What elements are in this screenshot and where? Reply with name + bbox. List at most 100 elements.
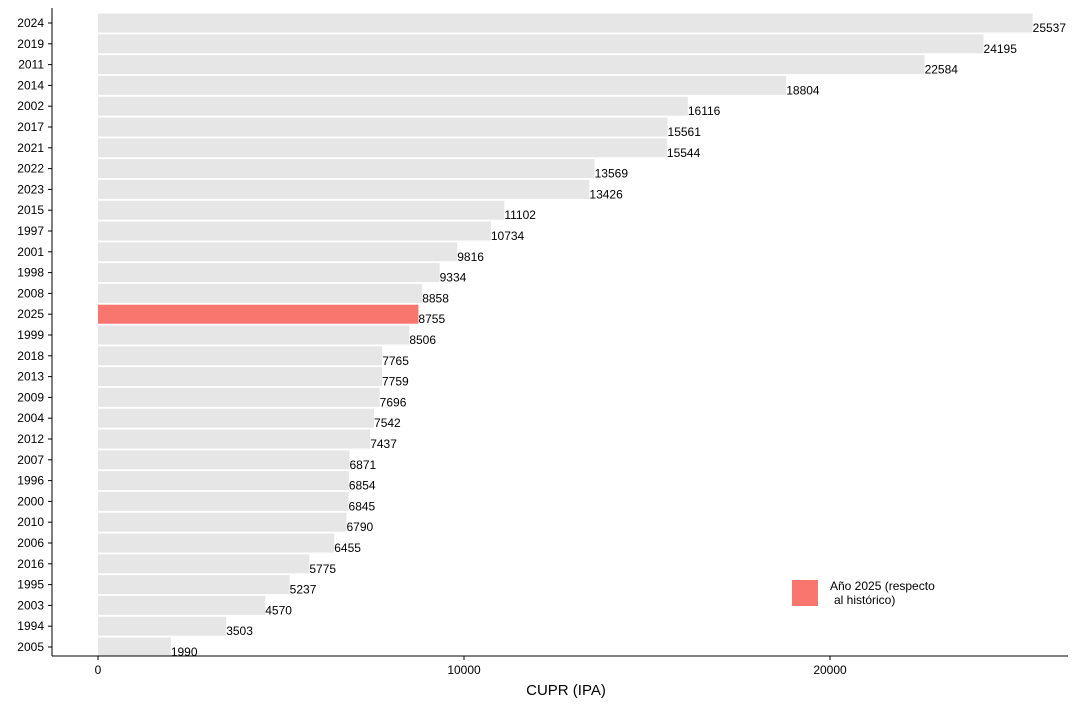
x-axis-title: CUPR (IPA): [526, 682, 606, 699]
y-tick-label: 2009: [17, 390, 44, 404]
bar-value-label: 7759: [382, 375, 409, 389]
bar-track: [98, 34, 984, 54]
y-tick-label: 2023: [17, 182, 44, 196]
y-tick-label: 2021: [17, 141, 44, 155]
bar-track: [98, 554, 310, 574]
bar-track: [98, 408, 375, 428]
bar-value-label: 10734: [491, 229, 525, 243]
bar-track: [98, 616, 227, 636]
bar-value-label: 24195: [984, 42, 1018, 56]
y-tick-label: 2011: [18, 58, 44, 72]
bar-value-label: 6854: [349, 479, 376, 493]
bar-track: [98, 533, 335, 553]
legend-label-line2: al histórico): [834, 593, 895, 607]
bar-value-label: 9334: [440, 271, 467, 285]
bar-track: [98, 221, 491, 241]
bar-value-label: 6455: [334, 541, 361, 555]
bar-track: [98, 346, 383, 366]
y-tick-label: 2014: [17, 78, 44, 92]
bar-track: [98, 96, 688, 116]
bar-track: [98, 55, 925, 75]
bar-value-label: 4570: [265, 603, 292, 617]
y-tick-label: 2005: [17, 640, 44, 654]
y-tick-label: 2004: [17, 411, 44, 425]
bar-value-label: 15561: [668, 125, 702, 139]
bar-value-label: 7542: [374, 416, 401, 430]
y-tick-label: 2008: [17, 286, 44, 300]
y-axis: 2024 2019 2011 2014 2002 2017 2021 2022 2023 2015…: [17, 8, 53, 656]
bar-track: [98, 325, 410, 345]
legend-label-line1: Año 2025 (respecto: [830, 579, 935, 593]
y-tick-label: 2006: [17, 536, 44, 550]
bar-track: [98, 179, 590, 199]
bar-value-label: 22584: [925, 63, 959, 77]
y-tick-label: 1995: [17, 578, 44, 592]
bar-value-label: 7696: [380, 395, 407, 409]
bar-value-label: 6790: [347, 520, 374, 534]
y-tick-label: 2010: [17, 515, 44, 529]
bar-value-label: 3503: [226, 624, 253, 638]
bar-value-label: 8858: [422, 291, 449, 305]
bar-track: [98, 471, 349, 491]
y-tick-label: 2024: [17, 16, 44, 30]
legend-swatch: [792, 580, 818, 606]
bar-track: [98, 138, 667, 158]
y-tick-label: 2001: [17, 245, 44, 259]
bar-value-label: 18804: [786, 83, 820, 97]
y-tick-label: 1998: [17, 266, 44, 280]
bar-track: [98, 491, 349, 511]
bar-value-label: 13569: [595, 167, 629, 181]
bar-value-label: 9816: [457, 250, 484, 264]
y-tick-label: 2000: [17, 494, 44, 508]
bar-track: [98, 263, 440, 283]
bar-track: [98, 595, 266, 615]
y-tick-label: 1997: [17, 224, 44, 238]
bar-labels-layer: 25537 24195 22584 18804 16116 15561 15544 13569…: [171, 21, 1067, 659]
y-tick-label: 2013: [17, 370, 44, 384]
bar-value-label: 5775: [309, 562, 336, 576]
bar-value-label: 15544: [667, 146, 701, 160]
bar-value-label: 8755: [418, 312, 445, 326]
y-tick-label: 2017: [17, 120, 44, 134]
bars-layer: [98, 13, 1033, 657]
bar-value-label: 6871: [349, 458, 376, 472]
y-tick-label: 1994: [17, 619, 44, 633]
y-tick-label: 2002: [17, 99, 44, 113]
bar-value-label: 7765: [382, 354, 409, 368]
bar-value-label: 25537: [1033, 21, 1067, 35]
bar-track: [98, 13, 1033, 33]
y-tick-label: 1999: [17, 328, 44, 342]
bar-track: [98, 304, 419, 324]
bar-track: [98, 117, 668, 137]
y-tick-label: 2016: [17, 557, 44, 571]
bar-track: [98, 387, 380, 407]
y-tick-label: 2012: [17, 432, 44, 446]
bar-value-label: 5237: [290, 583, 317, 597]
bar-track: [98, 200, 505, 220]
bar-track: [98, 512, 347, 532]
bar-value-label: 6845: [349, 499, 376, 513]
bar-value-label: 16116: [688, 104, 721, 118]
bar-track: [98, 75, 787, 95]
x-tick-label: 0: [95, 663, 102, 677]
bar-value-label: 7437: [370, 437, 397, 451]
bar-value-label: 1990: [171, 645, 198, 659]
y-tick-label: 2007: [17, 453, 44, 467]
y-tick-label: 2003: [17, 598, 44, 612]
x-axis: 0 10000 20000: [52, 655, 1068, 677]
bar-track: [98, 637, 171, 657]
bar-track: [98, 367, 382, 387]
x-tick-label: 20000: [813, 663, 847, 677]
bar-value-label: 13426: [589, 187, 623, 201]
y-tick-label: 2019: [17, 37, 44, 51]
bar-track: [98, 429, 371, 449]
bar-track: [98, 242, 458, 262]
bar-value-label: 8506: [409, 333, 436, 347]
legend: Año 2025 (respecto al histórico): [792, 579, 935, 607]
bar-track: [98, 159, 595, 179]
bar-track: [98, 283, 423, 303]
y-tick-label: 2018: [17, 349, 44, 363]
bar-track: [98, 575, 290, 595]
y-tick-label: 1996: [17, 474, 44, 488]
